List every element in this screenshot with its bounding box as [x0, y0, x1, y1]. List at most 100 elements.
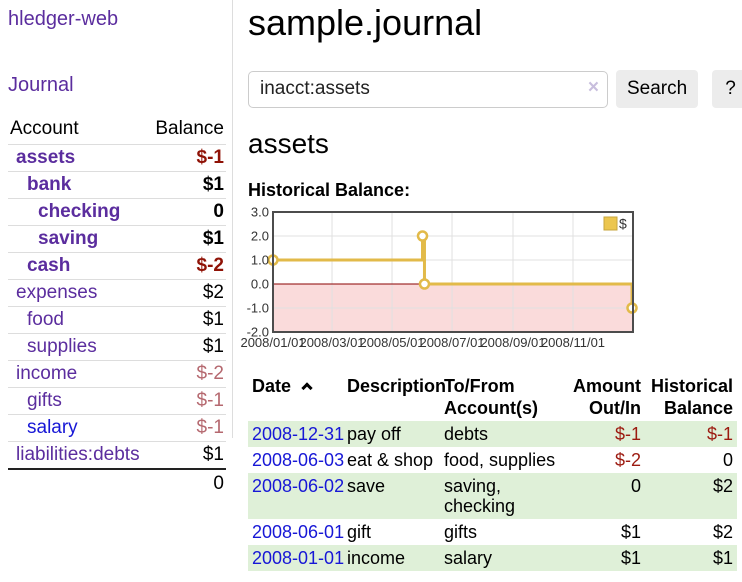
account-balance: $-2	[196, 363, 224, 384]
account-row: liabilities:debts $1	[8, 441, 226, 470]
accounts-total-row: 0	[8, 468, 226, 498]
account-link-supplies[interactable]: supplies	[27, 336, 97, 357]
sort-asc-icon	[301, 382, 313, 394]
chart-y-tick-label: 3.0	[251, 205, 269, 220]
transaction-balance: $1	[712, 548, 733, 568]
transaction-date-link[interactable]: 2008-06-03	[252, 450, 345, 470]
account-link-checking[interactable]: checking	[38, 201, 121, 222]
column-header-date[interactable]: Date	[248, 373, 343, 421]
transaction-row: 2008-01-01 income salary $1 $1	[248, 545, 737, 571]
transaction-date-cell: 2008-12-31	[248, 421, 345, 447]
clear-search-icon[interactable]: ×	[587, 76, 599, 98]
account-balance: $1	[202, 309, 224, 330]
transaction-amount: $-1	[614, 424, 641, 444]
transaction-balance: $2	[712, 476, 733, 496]
account-link-saving[interactable]: saving	[38, 228, 99, 249]
column-header-line: Amount	[573, 376, 641, 396]
account-link-food[interactable]: food	[27, 309, 64, 330]
transaction-amount: $-2	[614, 450, 641, 470]
transaction-date-link[interactable]: 2008-01-01	[252, 548, 345, 568]
chart-y-tick-label: 1.0	[251, 253, 269, 268]
chart-data-point	[416, 230, 429, 242]
column-header-line: Account(s)	[444, 398, 538, 418]
account-balance: $1	[202, 228, 224, 249]
column-header-line: Date	[252, 375, 339, 397]
account-name-cell: salary	[8, 415, 149, 442]
chart-title: Historical Balance:	[248, 180, 411, 200]
account-name-cell: supplies	[8, 334, 149, 361]
sidebar-nav: Journal	[8, 74, 228, 97]
account-balance: $-1	[196, 417, 224, 438]
account-link-expenses[interactable]: expenses	[16, 282, 98, 303]
account-row: gifts $-1	[8, 387, 226, 415]
account-balance: $-1	[196, 390, 224, 411]
search-input-wrap: ×	[248, 70, 608, 108]
account-name-cell: gifts	[8, 388, 149, 415]
brand-link[interactable]: hledger-web	[8, 8, 119, 30]
transaction-date-link[interactable]: 2008-06-02	[252, 476, 345, 496]
account-link-bank[interactable]: bank	[27, 174, 72, 195]
account-row: checking 0	[8, 198, 226, 226]
account-link-liabilities-debts[interactable]: liabilities:debts	[16, 444, 140, 465]
transaction-date-cell: 2008-06-03	[248, 447, 345, 473]
account-link-gifts[interactable]: gifts	[27, 390, 62, 411]
search-input[interactable]	[248, 70, 608, 108]
account-name-cell: saving	[8, 226, 149, 253]
chart-svg: 3.0 2.0 1.0 0.0 -1.0 -2.02008/01/012008/03/01…	[240, 205, 638, 350]
column-header-line: Balance	[663, 398, 733, 418]
chart-y-tick-label: -1.0	[247, 301, 269, 316]
column-header-line: Description	[347, 376, 447, 396]
transaction-accounts: food, supplies	[444, 450, 556, 470]
search-button[interactable]: Search	[616, 70, 699, 108]
chart-legend-swatch	[603, 216, 618, 231]
transaction-description: income	[347, 548, 406, 568]
transaction-balance: 0	[722, 450, 733, 470]
transaction-accounts: debts	[444, 424, 489, 444]
transaction-date-cell: 2008-06-02	[248, 473, 345, 519]
account-balance: $-1	[196, 147, 224, 168]
help-button[interactable]: ?	[712, 70, 742, 108]
transaction-accounts: salary	[444, 548, 493, 568]
account-link-cash[interactable]: cash	[27, 255, 71, 276]
account-name-cell: liabilities:debts	[8, 442, 149, 470]
transaction-amount: $1	[620, 522, 641, 542]
transaction-accounts: saving, checking	[444, 476, 516, 516]
account-name-cell: food	[8, 307, 149, 334]
chart-border	[272, 211, 634, 333]
historical-balance-chart[interactable]: 3.0 2.0 1.0 0.0 -1.0 -2.0 2008/01/01 2008/03/01…	[240, 205, 648, 354]
transaction-date-link[interactable]: 2008-12-31	[252, 424, 345, 444]
account-link-salary[interactable]: salary	[27, 417, 78, 438]
account-heading: assets	[248, 128, 329, 159]
transaction-date-link[interactable]: 2008-06-01	[252, 522, 345, 542]
brand: hledger-web	[8, 8, 228, 31]
account-name-cell: bank	[8, 172, 149, 199]
account-name-cell: expenses	[8, 280, 149, 307]
chart-x-tick-label: 2008/11/01	[541, 335, 605, 350]
account-link-income[interactable]: income	[16, 363, 78, 384]
account-name-cell: income	[8, 361, 149, 388]
accounts-total-spacer	[8, 468, 150, 498]
account-row: supplies $1	[8, 333, 226, 361]
transaction-description: eat & shop	[347, 450, 434, 470]
transaction-date-cell: 2008-01-01	[248, 545, 345, 571]
chart-y-tick-label: 2.0	[251, 229, 269, 244]
chart-x-tick-label: 2008/03/01	[299, 335, 364, 350]
account-row: expenses $2	[8, 279, 226, 307]
nav-journal-link[interactable]: Journal	[8, 74, 74, 96]
transaction-row: 2008-12-31 pay off debts $-1 $-1	[248, 421, 737, 447]
chart-x-tick-label: 2008/01/01	[240, 335, 305, 350]
account-link-assets[interactable]: assets	[16, 147, 76, 168]
accounts-header-balance: Balance	[155, 118, 224, 139]
transaction-row: 2008-06-02 save saving, checking 0 $2	[248, 473, 737, 519]
account-row: income $-2	[8, 360, 226, 388]
page-title: sample.journal	[248, 2, 483, 43]
sidebar: hledger-web Journal Account Balance asse…	[0, 0, 233, 498]
transaction-amount: $1	[620, 548, 641, 568]
accounts-header-row: Account Balance	[8, 116, 226, 145]
transaction-balance: $-1	[706, 424, 733, 444]
transaction-description: gift	[347, 522, 372, 542]
transaction-row: 2008-06-03 eat & shop food, supplies $-2 0	[248, 447, 737, 473]
register-header-row: Date Description To/From Account(s) Amount O…	[248, 373, 737, 421]
transaction-description: pay off	[347, 424, 401, 444]
